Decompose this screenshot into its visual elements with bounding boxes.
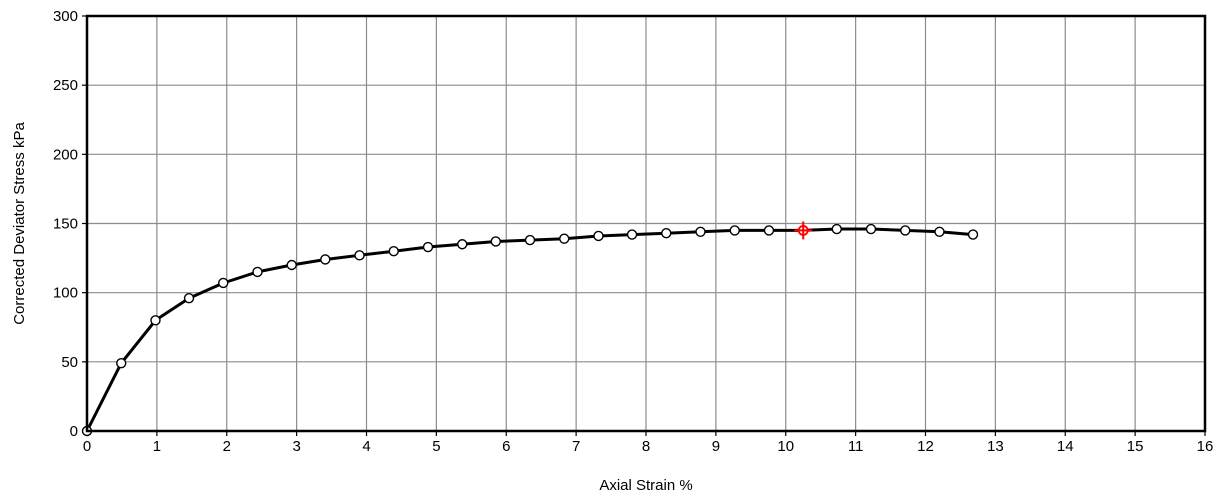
x-tick-label: 7 <box>572 438 580 455</box>
data-point <box>729 225 740 236</box>
x-tick-label: 11 <box>848 438 864 455</box>
x-tick-label: 14 <box>1057 438 1074 455</box>
y-tick-label: 200 <box>53 146 78 163</box>
y-tick-labels: 0 50 100 150 200 250 300 <box>53 8 78 440</box>
data-point <box>661 227 672 239</box>
y-axis-title: Corrected Deviator Stress kPa <box>11 122 28 325</box>
data-point <box>865 223 877 235</box>
x-tick-labels: 0 1 2 3 4 5 6 7 8 9 10 11 12 13 14 15 16 <box>83 438 1214 455</box>
grid <box>82 15 1206 436</box>
data-point <box>320 254 331 265</box>
data-point <box>593 230 604 242</box>
x-tick-label: 6 <box>502 438 510 455</box>
x-tick-label: 2 <box>223 438 231 455</box>
x-tick-label: 1 <box>153 438 161 455</box>
x-tick-label: 8 <box>642 438 650 455</box>
y-tick-label: 100 <box>53 285 78 302</box>
data-point <box>967 229 979 240</box>
x-tick-label: 3 <box>292 438 300 455</box>
data-point <box>116 358 127 369</box>
y-tick-label: 50 <box>61 354 78 371</box>
x-tick-label: 0 <box>83 438 91 455</box>
data-point <box>457 239 468 250</box>
x-tick-label: 15 <box>1127 438 1144 455</box>
x-tick-label: 16 <box>1197 438 1214 455</box>
plot-frame <box>85 14 1207 433</box>
x-tick-label: 13 <box>987 438 1004 455</box>
x-tick-label: 12 <box>917 438 934 455</box>
y-tick-label: 150 <box>53 216 78 233</box>
series-line <box>85 227 974 432</box>
data-point <box>490 236 501 247</box>
x-tick-label: 4 <box>362 438 370 455</box>
data-point <box>695 226 706 238</box>
data-point <box>626 229 638 240</box>
x-tick-label: 10 <box>777 438 794 455</box>
x-tick-label: 9 <box>712 438 720 455</box>
x-axis-title: Axial Strain % <box>599 477 692 494</box>
x-tick-label: 5 <box>432 438 440 455</box>
peak-point <box>797 225 809 236</box>
data-point <box>763 225 775 236</box>
y-tick-label: 300 <box>53 8 78 25</box>
data-point <box>354 250 365 261</box>
data-point <box>150 315 161 326</box>
data-point <box>900 225 911 236</box>
y-tick-label: 0 <box>70 423 78 440</box>
data-point <box>559 233 570 244</box>
highlight-layer <box>794 221 813 240</box>
data-point <box>831 223 842 235</box>
data-point <box>218 277 229 289</box>
data-point <box>183 293 195 304</box>
data-point <box>252 266 263 278</box>
data-point <box>524 234 536 246</box>
series-layer <box>81 223 979 437</box>
data-point <box>286 259 297 271</box>
data-point <box>388 245 399 257</box>
data-point <box>422 241 434 253</box>
data-point <box>934 226 945 238</box>
y-tick-label: 250 <box>53 77 78 94</box>
